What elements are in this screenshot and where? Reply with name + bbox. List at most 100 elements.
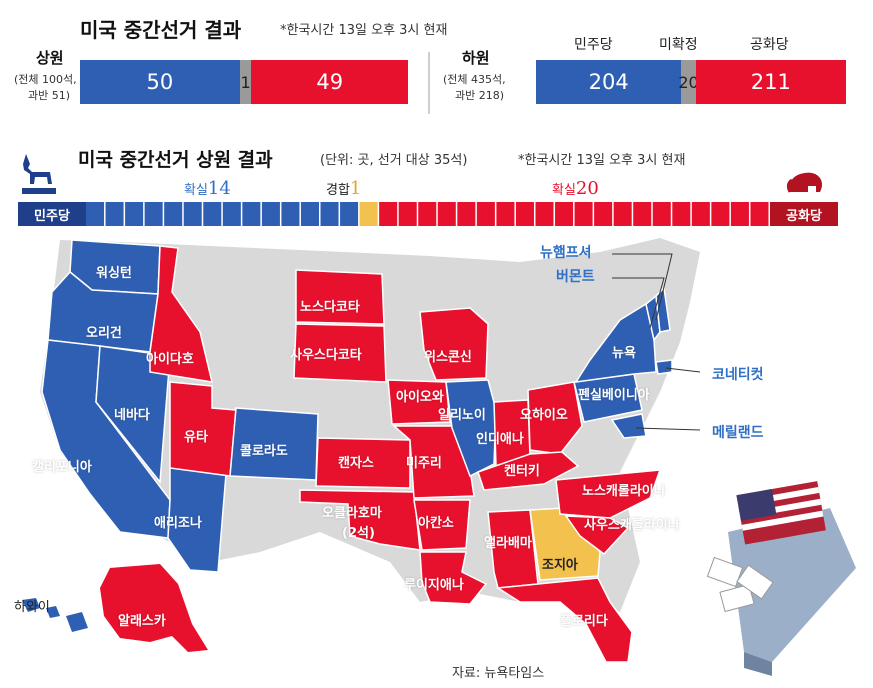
label-illinois: 일리노이: [438, 408, 486, 423]
label-florida: 플로리다: [560, 614, 608, 629]
state-north-dakota: [295, 269, 385, 325]
label-oklahoma: 오클라호마: [322, 506, 382, 521]
race-cell-0-0: [86, 202, 105, 226]
race-cell-0-12: [320, 202, 339, 226]
label-alabama: 앨라배마: [484, 536, 532, 551]
state-new-hampshire: [655, 286, 671, 333]
race-cell-2-3: [437, 202, 456, 226]
label-north-carolina: 노스캐롤라이나: [582, 484, 666, 499]
label-new-hampshire: 뉴햄프셔: [540, 245, 592, 261]
leader-vermont: [612, 277, 665, 329]
elephant-icon: [786, 172, 822, 193]
race-cell-2-19: [750, 202, 769, 226]
label-utah: 유타: [184, 430, 208, 445]
race-cell-2-18: [730, 202, 749, 226]
race-cell-2-8: [535, 202, 554, 226]
race-cell-2-0: [379, 202, 398, 226]
house-sub1: (전체 435석,: [443, 73, 506, 86]
senate-sub1: (전체 100석,: [14, 73, 77, 86]
house-bar-segment-1: 20: [678, 60, 699, 104]
state-idaho: [149, 245, 213, 383]
race-cell-0-11: [300, 202, 320, 226]
donkey-icon: [22, 154, 56, 194]
label-louisiana: 루이지애나: [404, 578, 464, 593]
leader-new-hampshire: [612, 253, 673, 321]
label-maryland: 메릴랜드: [712, 425, 764, 441]
race-cell-0-8: [242, 202, 261, 226]
state-north-carolina: [555, 469, 662, 519]
label-north-dakota: 노스다코타: [300, 300, 360, 315]
leader-connecticut: [665, 367, 701, 373]
senate-bar-value-1: 1: [240, 72, 251, 92]
label-alaska: 알래스카: [118, 614, 166, 629]
race-cell-0-13: [340, 202, 359, 226]
race-cell-1-0: [359, 202, 378, 226]
race-cell-0-4: [164, 202, 183, 226]
label-kentucky: 켄터키: [504, 464, 540, 479]
senate-results-unit: (단위: 곳, 선거 대상 35석): [320, 153, 468, 168]
race-cell-2-14: [652, 202, 671, 226]
senate-bar-value-0: 50: [146, 70, 174, 94]
state-hawaii: [22, 598, 88, 632]
state-ohio: [527, 381, 583, 455]
house-bar-segment-2: 211: [695, 60, 846, 104]
senate-results-note: *한국시간 13일 오후 3시 현재: [518, 153, 686, 168]
label-oklahoma-note: (2석): [342, 526, 375, 541]
race-cell-2-6: [496, 202, 515, 226]
senate-bar-value-2: 49: [316, 70, 344, 94]
house-legend-dem: 민주당: [574, 37, 613, 53]
label-washington: 워싱턴: [96, 266, 132, 281]
dem-endcap: 민주당: [18, 202, 86, 226]
state-new-york: [574, 302, 657, 383]
label-vermont: 버몬트: [556, 269, 595, 285]
race-cell-2-13: [633, 202, 652, 226]
label-oregon: 오리건: [86, 326, 122, 341]
house-legend-rep: 공화당: [750, 37, 789, 53]
label-indiana: 인디애나: [476, 432, 524, 447]
state-louisiana: [419, 551, 488, 605]
race-cell-2-12: [613, 202, 632, 226]
house-bar-segment-0: 204: [536, 60, 682, 104]
race-cell-2-10: [574, 202, 593, 226]
tossup-count-label: 경합1: [326, 178, 362, 199]
leader-maryland: [635, 427, 701, 431]
state-iowa: [387, 379, 451, 425]
house-bar: 204 20 211: [536, 60, 846, 104]
senate-sub2: 과반 51): [28, 89, 71, 102]
house-bar-value-0: 204: [588, 70, 629, 94]
race-cell-2-17: [711, 202, 730, 226]
source-note: 자료: 뉴욕타임스: [452, 666, 545, 681]
section-divider: [428, 52, 430, 114]
race-cell-0-6: [203, 202, 222, 226]
race-cell-0-7: [222, 202, 241, 226]
race-cell-2-16: [691, 202, 710, 226]
state-maryland: [610, 413, 647, 439]
race-cell-2-11: [594, 202, 613, 226]
label-california: 캘리포니아: [32, 460, 92, 475]
senate-bar-segment-1: 1: [239, 60, 252, 104]
dem-count-label: 확실14: [184, 178, 231, 199]
house-bar-value-1: 20: [678, 72, 699, 92]
label-arizona: 애리조나: [154, 516, 202, 531]
race-cell-2-5: [476, 202, 495, 226]
race-cell-2-2: [418, 202, 437, 226]
state-connecticut: [655, 359, 673, 375]
ballot-box-icon: [706, 481, 856, 676]
race-cell-0-5: [183, 202, 202, 226]
state-alaska: [100, 564, 208, 652]
race-cell-2-1: [398, 202, 417, 226]
state-florida: [495, 577, 633, 663]
state-nevada: [95, 345, 171, 484]
state-south-dakota: [293, 323, 387, 383]
race-cell-2-9: [555, 202, 574, 226]
race-cell-0-3: [144, 202, 163, 226]
label-south-carolina: 사우스캐롤라이나: [584, 518, 680, 533]
label-nevada: 네바다: [114, 408, 150, 423]
house-label: 하원: [462, 49, 490, 67]
senate-results-title: 미국 중간선거 상원 결과: [78, 149, 273, 171]
label-south-dakota: 사우스다코타: [290, 348, 362, 363]
state-georgia: [529, 507, 601, 581]
state-illinois: [445, 379, 497, 478]
race-cell-0-2: [125, 202, 144, 226]
state-kansas: [315, 437, 411, 489]
